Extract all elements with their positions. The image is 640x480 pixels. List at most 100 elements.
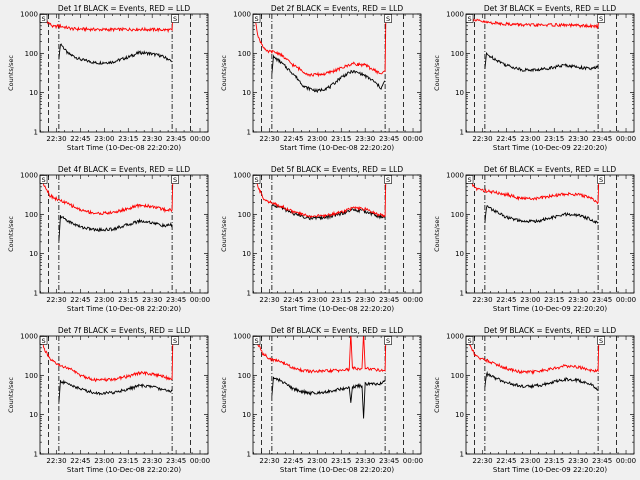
y-tick-label: 10 [242,411,251,419]
x-tick-label: 23:15 [118,135,138,143]
y-tick-label: 100 [451,372,464,380]
x-tick-label: 23:30 [355,457,375,465]
segment-marker: S [384,336,392,345]
y-tick-label: 100 [451,211,464,219]
segment-marker-label: S [41,176,45,184]
x-tick-label: 22:30 [46,296,66,304]
y-tick-label: 10 [242,250,251,258]
x-tick-label: 23:00 [307,457,327,465]
segment-marker-box [384,14,392,23]
series-group [468,14,600,73]
x-tick-label: 22:45 [283,296,303,304]
series-group [41,336,174,403]
segment-marker-box [171,14,179,23]
y-axis-label: Counts/sec [433,55,441,91]
x-tick-label: 22:45 [70,135,90,143]
x-tick-label: 23:30 [568,135,588,143]
x-tick-label: 23:00 [94,135,114,143]
series-line-events [58,43,173,65]
chart-title: Det 2f BLACK = Events, RED = LLD [271,4,404,13]
x-tick-label: 23:45 [166,457,186,465]
x-tick-label: 23:30 [142,296,162,304]
chart-panel-5: Det 5f BLACK = Events, RED = LLD Counts/s… [220,165,423,313]
plot-frame [39,335,209,455]
x-tick-label: 22:30 [259,457,279,465]
x-tick-label: 23:00 [94,457,114,465]
segment-marker-box [171,175,179,184]
series-line-events [271,203,386,221]
x-axis-label: Start Time (10-Dec-08 22:20:20) [67,466,181,474]
y-tick-label: 1 [460,290,464,298]
segment-marker: S [597,14,605,23]
x-axis-label: Start Time (10-Dec-09 22:20:20) [493,144,607,152]
segment-marker-label: S [386,176,390,184]
series-line-lld [41,14,174,34]
y-axis-label: Counts/sec [220,377,228,413]
x-tick-label: 23:45 [592,296,612,304]
segment-marker-label: S [467,176,471,184]
segment-marker-label: S [173,337,177,345]
marker-lines [261,175,404,293]
x-axis-label: Start Time (10-Dec-09 22:20:20) [493,305,607,313]
x-tick-label: 23:15 [331,296,351,304]
series-line-events [484,51,599,73]
y-tick-label: 1 [34,451,38,459]
segment-marker-box [384,336,392,345]
x-tick-label: 00:00 [616,457,636,465]
marker-lines [48,336,191,454]
segment-marker-label: S [599,15,603,23]
segment-marker-label: S [173,176,177,184]
y-tick-label: 10 [29,89,38,97]
segment-marker-label: S [467,337,471,345]
segment-marker-box [597,336,605,345]
x-tick-label: 23:15 [118,296,138,304]
segment-marker-box [171,336,179,345]
chart-title: Det 5f BLACK = Events, RED = LLD [271,165,404,174]
chart-title: Det 1f BLACK = Events, RED = LLD [58,4,191,13]
segment-marker-label: S [173,15,177,23]
x-tick-label: 22:30 [472,457,492,465]
x-tick-label: 22:45 [496,296,516,304]
y-tick-label: 10 [455,89,464,97]
series-line-lld [468,14,600,30]
segment-marker: S [465,336,474,345]
segment-marker: S [597,175,605,184]
segment-marker: S [252,175,261,184]
segment-marker-label: S [467,15,471,23]
plot-frame [39,174,209,294]
x-tick-label: 23:15 [118,457,138,465]
y-tick-label: 100 [25,372,38,380]
series-line-lld [254,175,387,219]
segment-marker: S [384,14,392,23]
y-tick-label: 100 [25,50,38,58]
segment-marker-label: S [254,337,258,345]
series-line-lld [254,336,387,374]
chart-panel-6: Det 6f BLACK = Events, RED = LLD Counts/s… [433,165,636,313]
series-line-events [271,376,386,419]
chart-panel-8: Det 8f BLACK = Events, RED = LLD Counts/s… [220,326,423,474]
x-tick-label: 23:30 [142,457,162,465]
x-tick-label: 22:45 [496,135,516,143]
x-tick-label: 22:30 [472,135,492,143]
y-axis-label: Counts/sec [433,216,441,252]
series-group [467,175,600,225]
segment-marker-label: S [41,337,45,345]
y-axis-label: Counts/sec [7,216,15,252]
series-group [41,175,174,242]
x-tick-label: 23:30 [355,135,375,143]
x-tick-label: 23:30 [355,296,375,304]
y-tick-label: 1 [460,129,464,137]
y-tick-label: 1 [460,451,464,459]
x-tick-label: 23:00 [520,135,540,143]
x-tick-label: 23:45 [592,135,612,143]
chart-title: Det 4f BLACK = Events, RED = LLD [58,165,191,174]
chart-panel-1: Det 1f BLACK = Events, RED = LLD Counts/s… [7,4,210,152]
y-tick-label: 100 [238,50,251,58]
segment-marker-label: S [386,15,390,23]
chart-title: Det 6f BLACK = Events, RED = LLD [484,165,617,174]
y-tick-label: 1000 [233,172,251,180]
x-tick-label: 23:15 [544,296,564,304]
x-tick-label: 23:15 [331,135,351,143]
segment-marker: S [39,175,48,184]
